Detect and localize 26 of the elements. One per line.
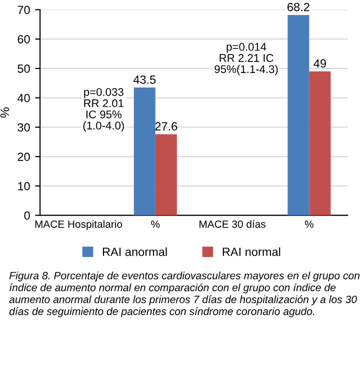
data-label: 43.5: [133, 75, 156, 84]
data-label: 27.6: [155, 122, 178, 131]
x-tick-label: MACE Hospitalario: [35, 220, 122, 230]
x-tick-label: MACE 30 días: [200, 220, 266, 228]
bar: [288, 14, 310, 216]
bar: [134, 88, 156, 216]
y-tick-label: 70: [18, 6, 30, 14]
legend-label: RAI anormal: [102, 247, 167, 256]
y-tick-label: 0: [24, 211, 30, 220]
y-tick-label: 40: [17, 94, 30, 102]
text: Figura 8. Porcentaje de eventos cardiovasculares mayores en el grupo con índice de aumento normal en comparación con el grupo con índice de aumento anormal durante los primeros 7 días de hospitalización y a los 30 días de seguimiento de pacientes con síndrome coronario agudo.: [9, 272, 360, 318]
y-tick-label: 60: [18, 35, 30, 44]
annotation: p=0.033 RR 2.01 IC 95% (1.0-4.0): [83, 88, 124, 132]
x-tick-label: %: [151, 220, 160, 228]
y-tick-label: 20: [18, 152, 30, 161]
legend-label: RAI normal: [222, 247, 280, 256]
y-tick-label: 30: [18, 123, 30, 132]
data-label: 49: [314, 59, 326, 68]
y-axis-title: %: [0, 107, 10, 118]
x-tick-label: %: [304, 220, 314, 228]
data-label: 68.2: [288, 2, 310, 12]
bar: [309, 71, 331, 216]
bar: [155, 134, 177, 216]
annotation: p=0.014 RR 2.21 IC 95%(1.1-4.3): [214, 42, 278, 76]
y-tick-label: 10: [18, 182, 30, 190]
y-tick-label: 50: [18, 64, 30, 73]
